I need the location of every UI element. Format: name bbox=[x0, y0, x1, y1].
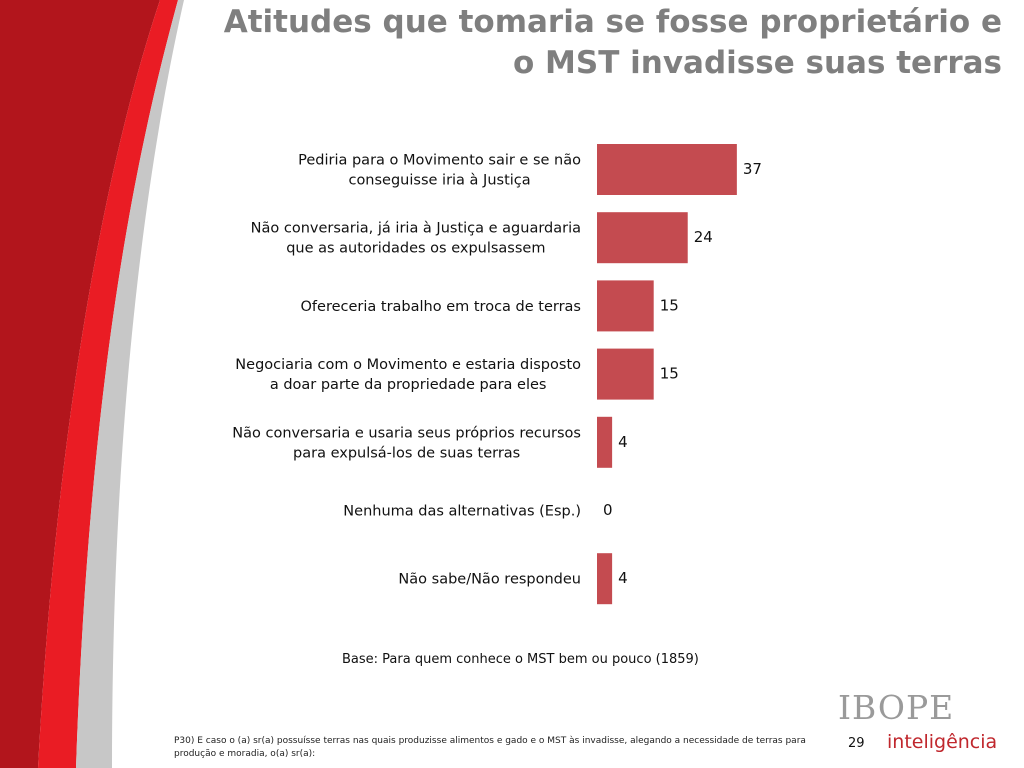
grey-stripe bbox=[76, 0, 184, 768]
category-label-line: conseguisse iria à Justiça bbox=[348, 173, 530, 189]
value-label-4: 15 bbox=[660, 365, 679, 383]
red-band bbox=[0, 0, 160, 768]
category-label-line: Não conversaria, já iria à Justiça e agu… bbox=[251, 221, 581, 237]
category-label-line: Não sabe/Não respondeu bbox=[398, 572, 581, 588]
category-label-3: Ofereceria trabalho em troca de terras bbox=[301, 299, 581, 315]
value-label-6: 0 bbox=[603, 501, 613, 519]
value-label-5: 4 bbox=[618, 433, 628, 451]
bar-5 bbox=[597, 416, 613, 468]
category-label-5: Não conversaria e usaria seus próprios r… bbox=[232, 425, 581, 461]
bar-chart: 37 Pediria para o Movimento sair e se não… bbox=[232, 144, 762, 605]
category-label-line: Não conversaria e usaria seus próprios r… bbox=[232, 425, 581, 441]
category-label-2: Não conversaria, já iria à Justiça e agu… bbox=[251, 221, 581, 257]
category-label-line: Negociaria com o Movimento e estaria dis… bbox=[235, 357, 581, 373]
question-footnote: P30) E caso o (a) sr(a) possuísse terras… bbox=[174, 736, 806, 759]
category-label-line: Ofereceria trabalho em troca de terras bbox=[301, 299, 581, 315]
value-label-2: 24 bbox=[694, 228, 713, 246]
bar-3 bbox=[597, 280, 654, 332]
title-line-1: Atitudes que tomaria se fosse proprietár… bbox=[223, 4, 1002, 40]
category-label-line: Pediria para o Movimento sair e se não bbox=[298, 153, 581, 169]
title-line-2: o MST invadisse suas terras bbox=[512, 45, 1002, 81]
category-label-line: a doar parte da propriedade para eles bbox=[270, 377, 547, 393]
bar-7 bbox=[597, 553, 613, 605]
bright-red-stripe bbox=[38, 0, 178, 768]
base-note: Base: Para quem conhece o MST bem ou pou… bbox=[342, 652, 699, 667]
page-number: 29 bbox=[848, 736, 865, 751]
category-label-line: para expulsá-los de suas terras bbox=[293, 445, 520, 461]
ibope-logo: IBOPE bbox=[838, 688, 955, 727]
page-title: Atitudes que tomaria se fosse proprietár… bbox=[142, 2, 1002, 84]
inteligencia-logo: inteligência bbox=[887, 731, 998, 753]
category-label-6: Nenhuma das alternativas (Esp.) bbox=[343, 504, 581, 520]
value-label-7: 4 bbox=[618, 569, 628, 587]
value-label-3: 15 bbox=[660, 296, 679, 314]
bar-4 bbox=[597, 348, 654, 400]
bar-1 bbox=[597, 144, 737, 195]
category-label-7: Não sabe/Não respondeu bbox=[398, 572, 581, 588]
bar-2 bbox=[597, 212, 688, 264]
value-label-1: 37 bbox=[743, 160, 762, 178]
category-label-line: que as autoridades os expulsassem bbox=[286, 241, 545, 257]
category-label-4: Negociaria com o Movimento e estaria dis… bbox=[235, 357, 581, 393]
category-label-line: Nenhuma das alternativas (Esp.) bbox=[343, 504, 581, 520]
category-label-1: Pediria para o Movimento sair e se não co… bbox=[298, 153, 581, 189]
